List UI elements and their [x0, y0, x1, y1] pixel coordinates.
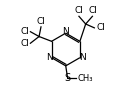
Text: CH₃: CH₃: [77, 74, 93, 83]
Text: Cl: Cl: [88, 6, 97, 15]
Text: Cl: Cl: [37, 17, 45, 26]
Text: N: N: [46, 53, 53, 62]
Text: N: N: [62, 27, 69, 36]
Text: N: N: [79, 53, 85, 62]
Text: Cl: Cl: [74, 6, 83, 15]
Text: S: S: [64, 73, 70, 83]
Text: Cl: Cl: [20, 27, 29, 36]
Text: Cl: Cl: [96, 23, 105, 32]
Text: Cl: Cl: [20, 39, 29, 48]
